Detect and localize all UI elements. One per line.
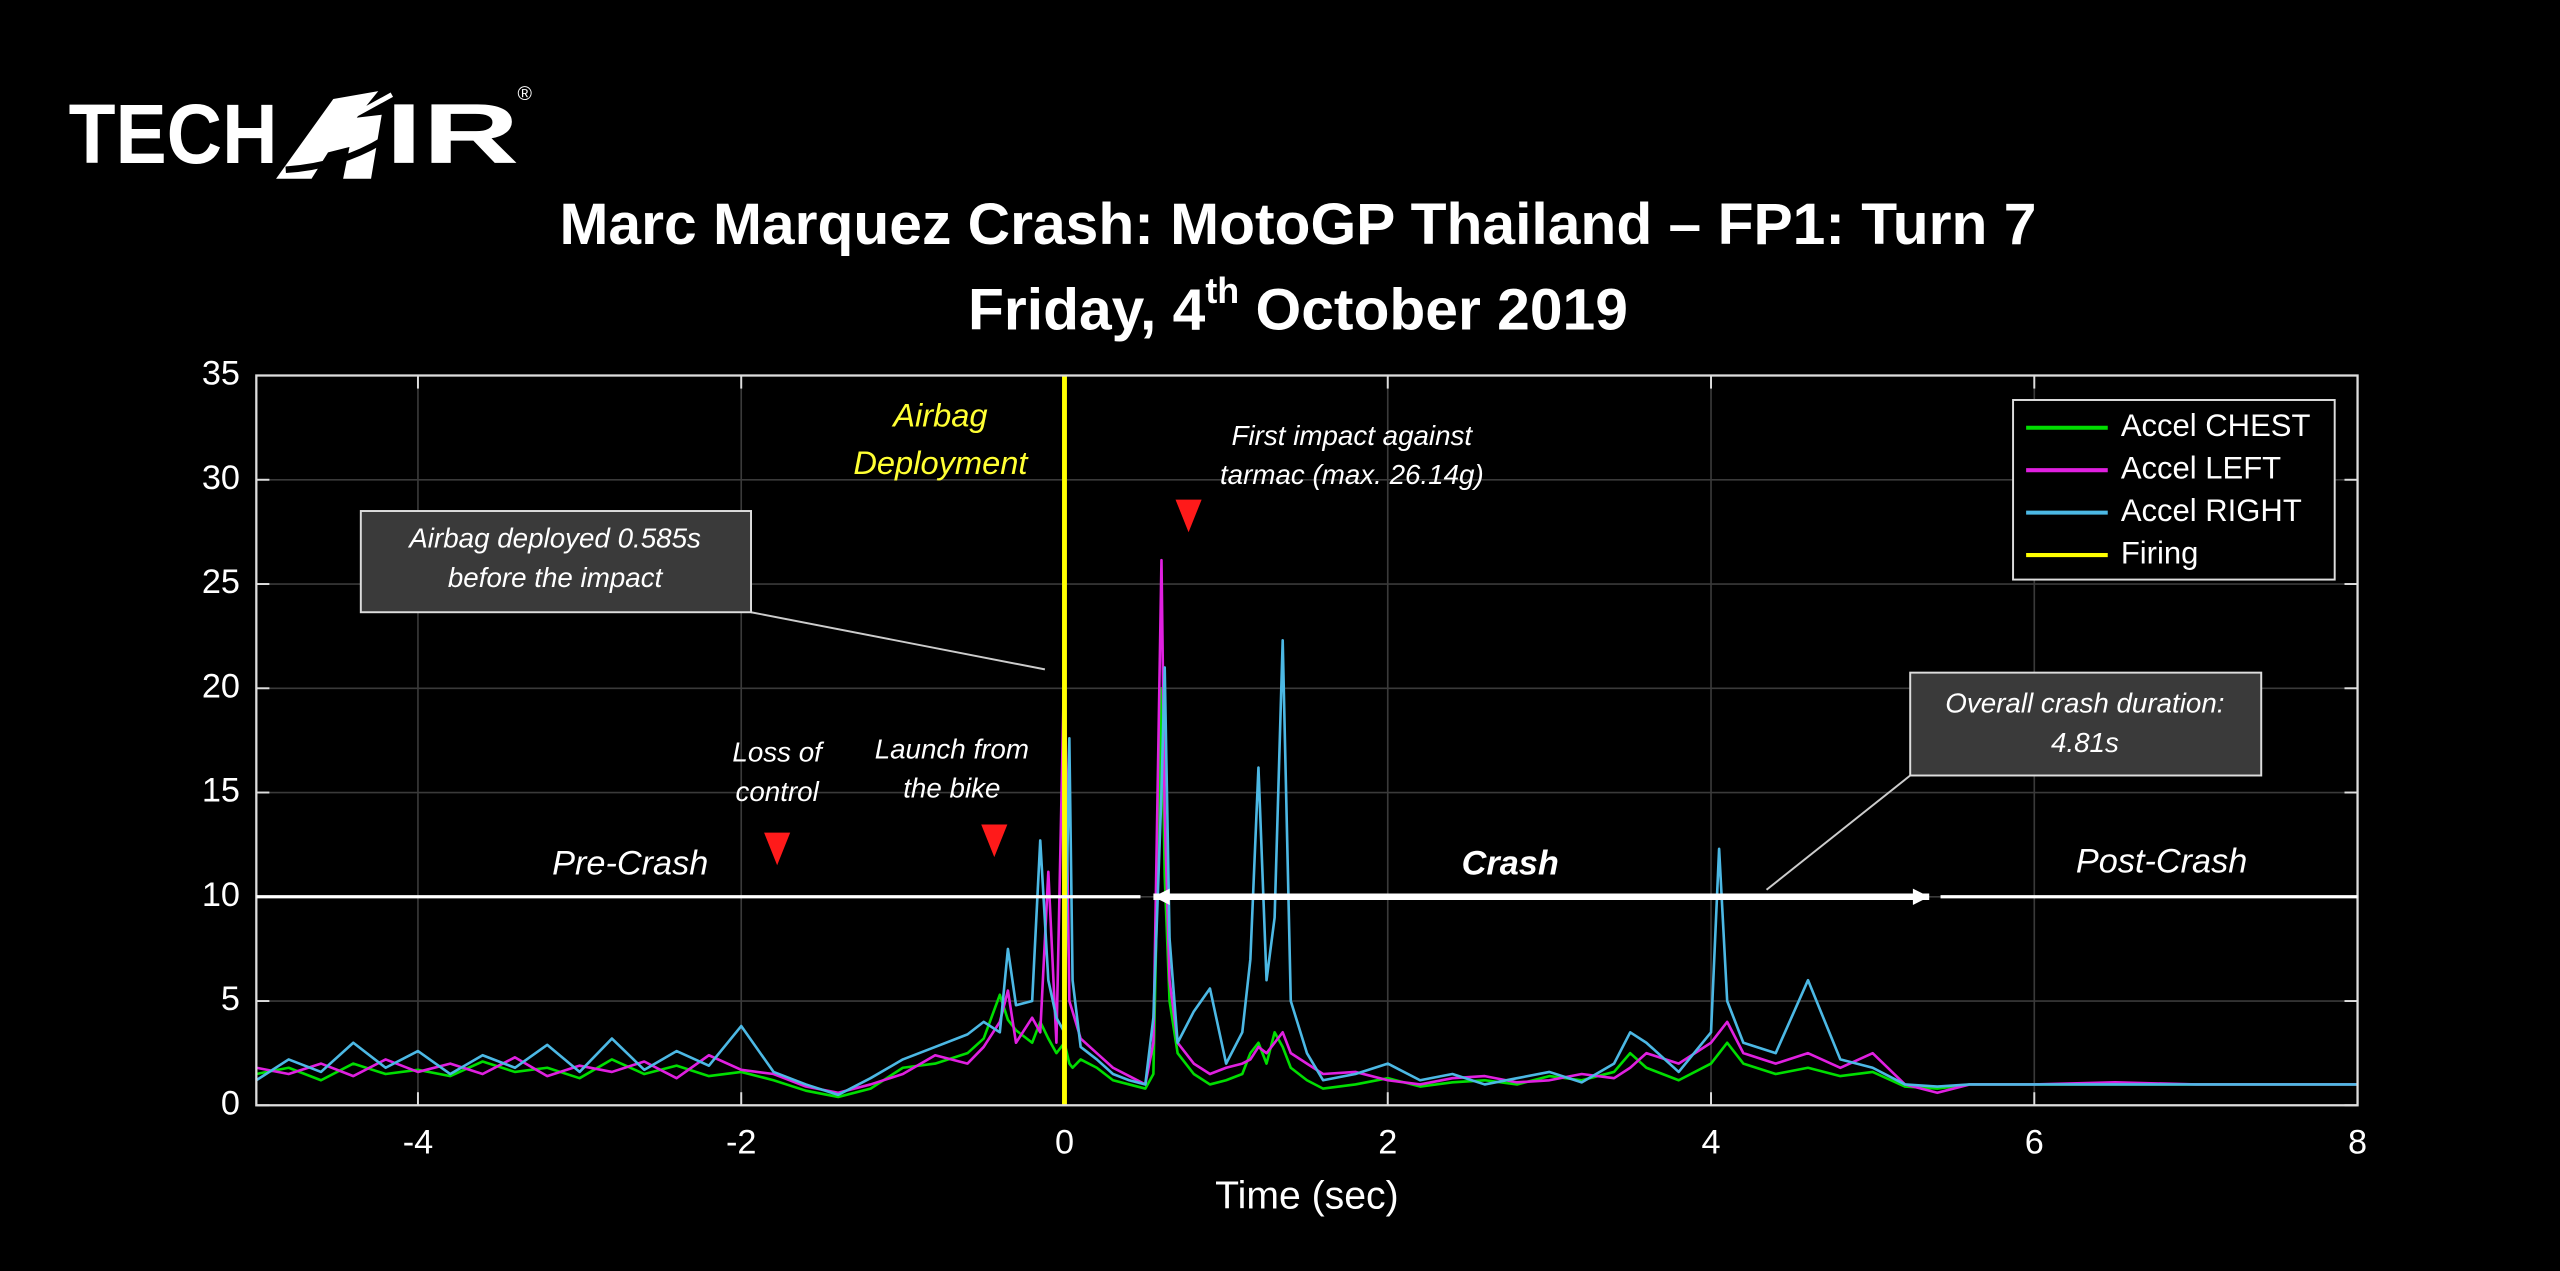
- annotation-leader: [750, 611, 1046, 671]
- annotation-text: Airbag: [891, 397, 987, 434]
- chart-title: Marc Marquez Crash: MotoGP Thailand – FP…: [559, 192, 2036, 257]
- x-tick-label: -4: [403, 1124, 433, 1162]
- annotation-text: Airbag deployed 0.585s: [407, 523, 701, 554]
- x-tick-label: 2: [1378, 1124, 1397, 1162]
- annotation-text: Launch from: [875, 733, 1029, 764]
- legend-label: Accel RIGHT: [2121, 493, 2302, 528]
- legend-label: Firing: [2121, 535, 2199, 570]
- annotation-text: 4.81s: [2051, 727, 2119, 758]
- annotation-pointer: [981, 824, 1008, 858]
- x-tick-label: 4: [1701, 1124, 1720, 1162]
- y-tick-label: 35: [202, 355, 240, 393]
- logo-mark: [276, 91, 394, 179]
- legend-box: [2012, 399, 2336, 581]
- annotation-leader: [1765, 774, 1911, 891]
- plot-frame: [255, 374, 2359, 1107]
- subtitle-part: October 2019: [1239, 277, 1628, 342]
- annotation-text: Overall crash duration:: [1945, 688, 2224, 719]
- subtitle-part: Friday, 4: [968, 277, 1206, 342]
- legend-label: Accel LEFT: [2121, 450, 2281, 485]
- annotation-box: [359, 510, 752, 614]
- legend-label: Accel CHEST: [2121, 408, 2311, 443]
- annotation-text: Loss of: [732, 737, 825, 768]
- series-line: [255, 639, 2358, 1097]
- phase-label: Crash: [1462, 844, 1559, 882]
- phase-label: Post-Crash: [2076, 843, 2247, 881]
- logo-text: IR: [385, 86, 519, 181]
- y-tick-label: 30: [202, 459, 240, 497]
- annotation-pointer: [1175, 499, 1202, 533]
- annotation-text: control: [735, 776, 819, 807]
- x-tick-label: 8: [2348, 1124, 2367, 1162]
- annotation-pointer: [764, 832, 791, 866]
- y-tick-label: 5: [221, 980, 240, 1018]
- y-tick-label: 25: [202, 563, 240, 601]
- subtitle-superscript: th: [1205, 270, 1239, 311]
- phase-label: Pre-Crash: [552, 844, 708, 882]
- annotation-text: Deployment: [853, 444, 1029, 481]
- x-tick-label: 6: [2025, 1124, 2044, 1162]
- logo-registered: ®: [518, 83, 533, 105]
- logo-text: TECH: [69, 86, 278, 181]
- x-axis-label: Time (sec): [1215, 1175, 1399, 1218]
- logo-swoosh: [285, 99, 431, 174]
- x-tick-label: -2: [726, 1124, 756, 1162]
- chart-subtitle: Friday, 4th October 2019: [968, 270, 1628, 342]
- annotation-text: before the impact: [448, 562, 664, 593]
- y-tick-label: 15: [202, 772, 240, 810]
- y-tick-label: 10: [202, 876, 240, 914]
- annotation-box: [1909, 671, 2263, 777]
- y-tick-label: 0: [221, 1084, 240, 1122]
- annotation-text: First impact against: [1232, 420, 1474, 451]
- annotation-text: tarmac (max. 26.14g): [1220, 459, 1484, 490]
- annotation-text: the bike: [903, 773, 1000, 804]
- x-tick-label: 0: [1055, 1124, 1074, 1162]
- logo: TECH IR ®: [69, 83, 533, 181]
- y-tick-label: 20: [202, 667, 240, 705]
